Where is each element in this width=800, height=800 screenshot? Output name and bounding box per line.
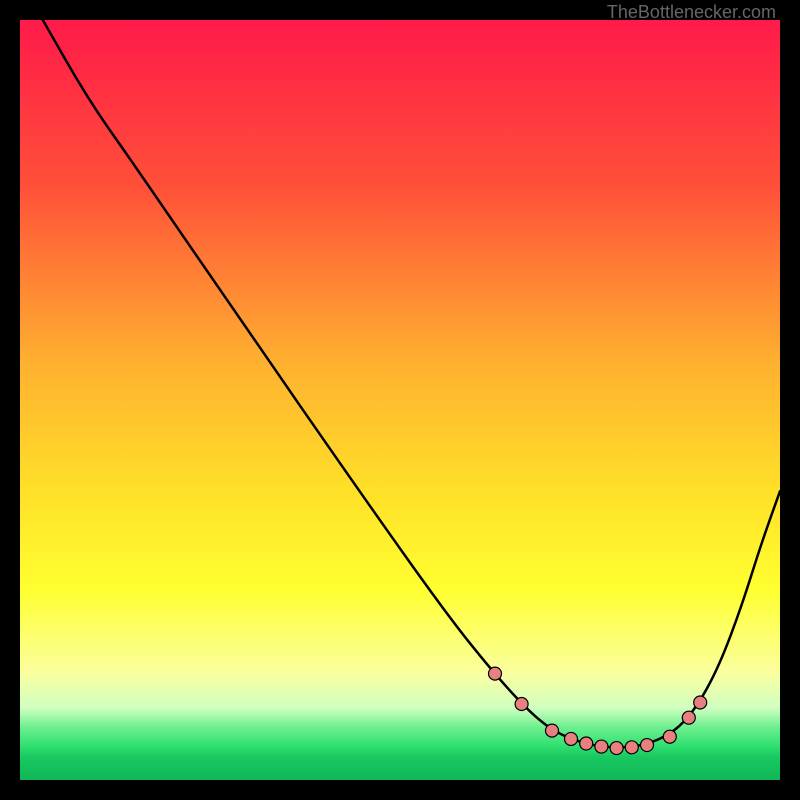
data-marker xyxy=(694,696,707,709)
data-marker xyxy=(546,724,559,737)
data-marker xyxy=(580,737,593,750)
bottleneck-curve xyxy=(43,20,780,747)
figure-container: TheBottlenecker.com xyxy=(0,0,800,800)
data-marker xyxy=(682,711,695,724)
data-marker xyxy=(595,740,608,753)
data-marker xyxy=(489,667,502,680)
data-marker xyxy=(663,730,676,743)
marker-group xyxy=(489,667,707,754)
data-marker xyxy=(625,741,638,754)
data-marker xyxy=(641,739,654,752)
plot-area xyxy=(20,20,780,780)
data-marker xyxy=(515,698,528,711)
data-marker xyxy=(610,742,623,755)
watermark-text: TheBottlenecker.com xyxy=(607,2,776,23)
chart-overlay xyxy=(20,20,780,780)
data-marker xyxy=(565,732,578,745)
